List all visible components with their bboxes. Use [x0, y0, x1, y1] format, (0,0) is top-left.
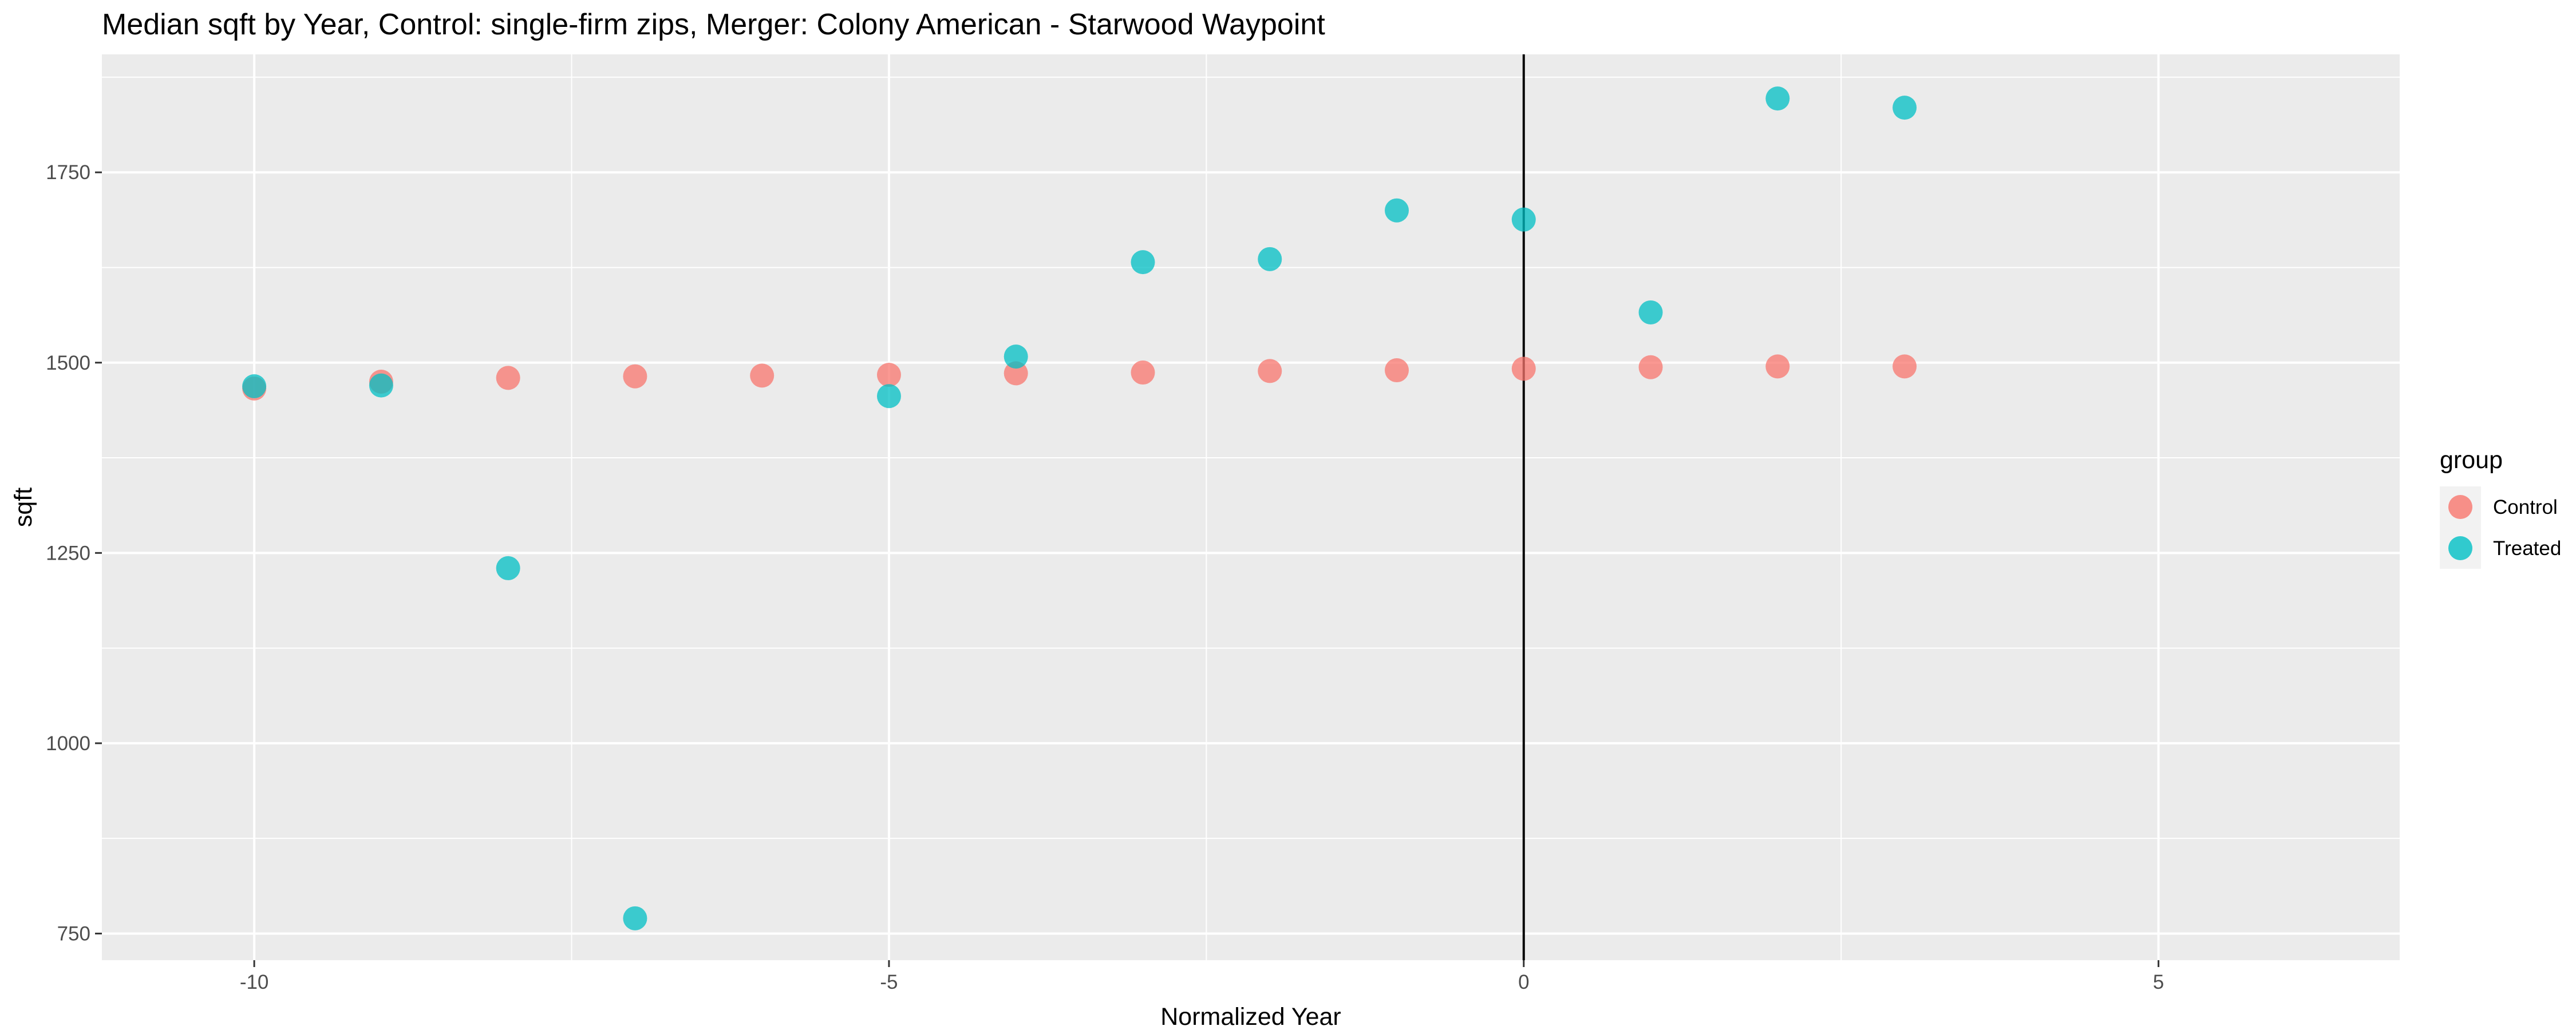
y-tick-label: 750: [57, 922, 90, 945]
data-point-treated: [1258, 247, 1282, 271]
legend: group Control Treated: [2440, 446, 2561, 569]
data-point-control: [1003, 361, 1028, 386]
data-point-control: [1258, 359, 1282, 383]
x-axis: -10 -5 0 5: [240, 960, 2164, 993]
data-point-control: [1131, 360, 1155, 385]
data-point-control: [1765, 354, 1790, 379]
data-point-treated: [1131, 250, 1155, 275]
y-tick-label: 1750: [46, 161, 90, 184]
data-point-control: [876, 363, 901, 387]
data-point-treated: [876, 384, 901, 409]
y-tick-label: 1250: [46, 542, 90, 564]
minor-gridlines: [102, 54, 2400, 960]
data-points: [242, 86, 1917, 930]
data-point-control: [1638, 355, 1663, 379]
data-point-treated: [496, 556, 520, 580]
data-point-control: [1511, 356, 1536, 381]
plot-panel: [102, 54, 2400, 960]
data-point-treated: [623, 906, 647, 930]
data-point-control: [1893, 354, 1917, 379]
y-axis: 750 1000 1250 1500 1750: [46, 161, 102, 945]
data-point-control: [750, 363, 775, 388]
x-tick-label: -10: [240, 971, 269, 993]
y-tick-label: 1500: [46, 352, 90, 374]
data-point-treated: [369, 373, 393, 398]
x-tick-label: -5: [880, 971, 898, 993]
data-point-treated: [1638, 300, 1663, 324]
data-point-treated: [1893, 96, 1917, 120]
y-axis-title: sqft: [10, 488, 37, 527]
legend-key-treated: [2448, 536, 2472, 560]
legend-title: group: [2440, 446, 2503, 474]
data-point-treated: [1003, 344, 1028, 369]
data-point-control: [623, 364, 647, 389]
data-point-treated: [1385, 198, 1409, 223]
data-point-control: [496, 366, 520, 390]
x-tick-label: 0: [1518, 971, 1529, 993]
x-axis-title: Normalized Year: [1160, 1003, 1341, 1030]
data-point-control: [1385, 358, 1409, 383]
legend-label-control: Control: [2493, 496, 2558, 518]
data-point-treated: [1511, 207, 1536, 232]
legend-key-control: [2448, 495, 2472, 519]
y-tick-label: 1000: [46, 732, 90, 755]
data-point-treated: [1765, 86, 1790, 111]
legend-label-treated: Treated: [2493, 537, 2561, 560]
x-tick-label: 5: [2153, 971, 2164, 993]
chart-title: Median sqft by Year, Control: single-fir…: [102, 8, 1325, 41]
data-point-treated: [242, 374, 267, 398]
